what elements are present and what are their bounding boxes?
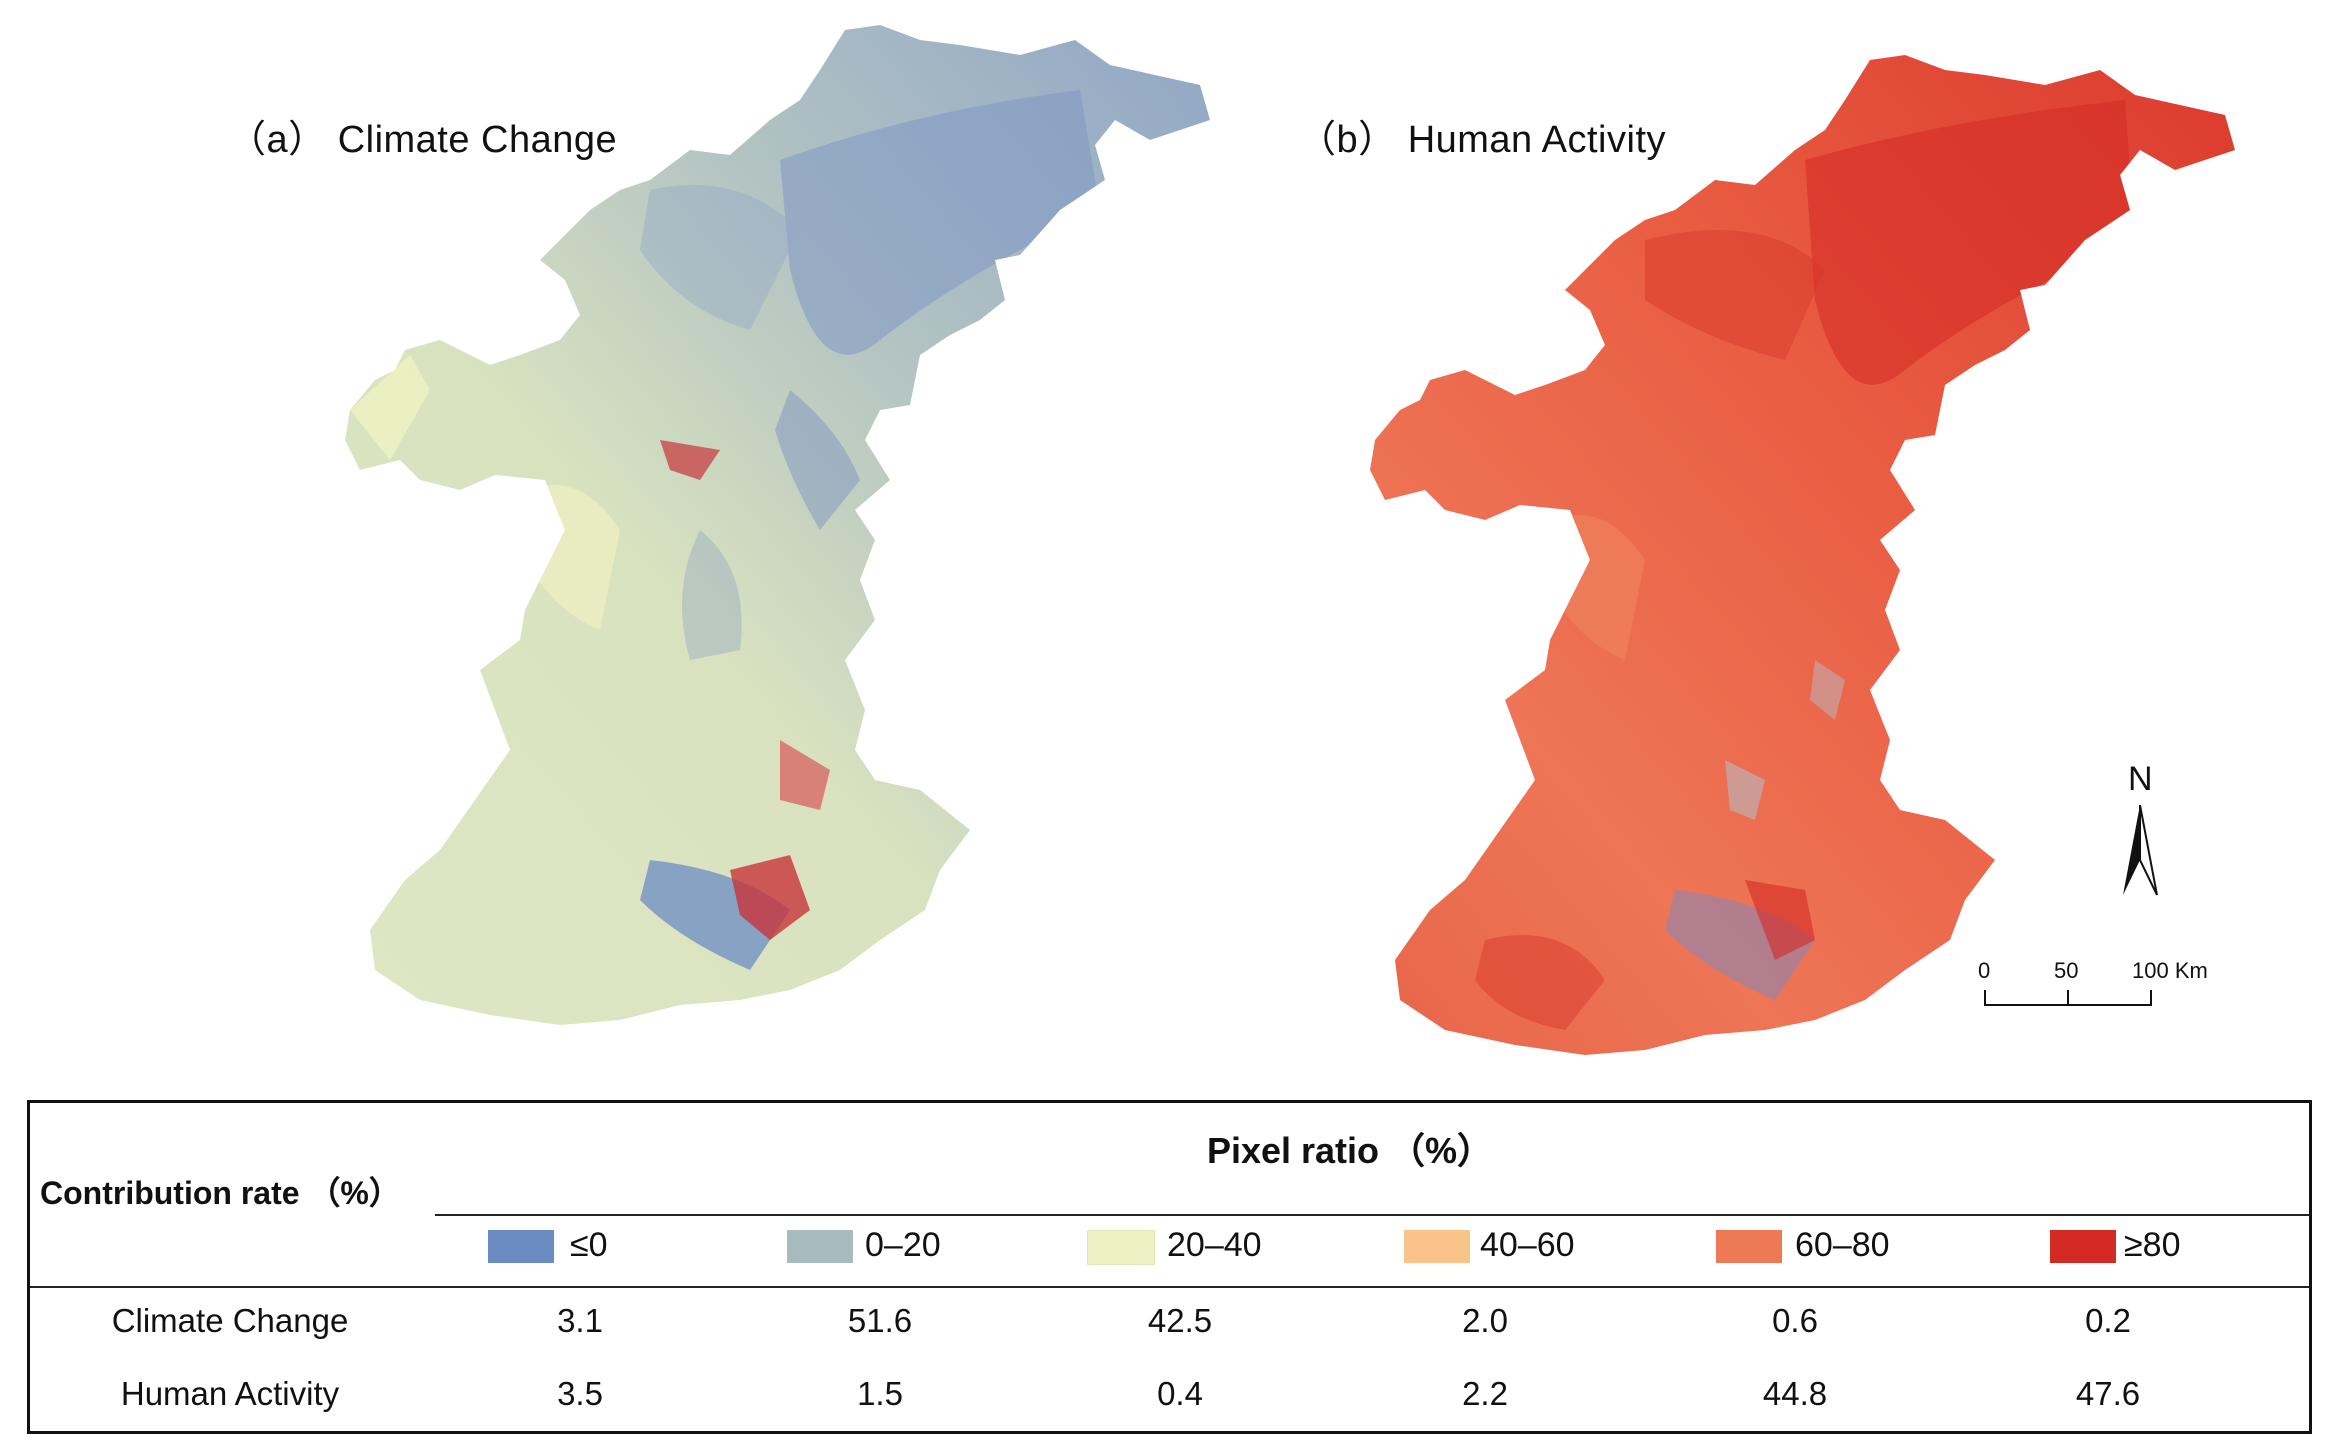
cc-value-40-60: 2.0 [1462, 1302, 1508, 1339]
legend-swatch-0-20 [787, 1230, 853, 1263]
column-header: Pixel ratio （%） [1206, 1130, 1494, 1171]
ha-value-le0: 3.5 [557, 1375, 603, 1412]
ha-value-40-60: 2.2 [1462, 1375, 1508, 1412]
panel-title-climate-change: （a） Climate Change [228, 119, 618, 161]
legend-label-0-20: 0–20 [865, 1226, 941, 1264]
legend-swatch-ge80 [2050, 1230, 2116, 1263]
ha-value-0-20: 1.5 [857, 1375, 903, 1412]
ha-value-60-80: 44.8 [1762, 1375, 1828, 1412]
north-arrow-icon [2123, 804, 2158, 896]
scale-label-0: 0 [1978, 958, 1991, 983]
human-activity-map [1370, 55, 2235, 1055]
legend-divider [30, 1286, 2309, 1288]
scale-bar [1984, 990, 2152, 1006]
cc-value-60-80: 0.6 [1772, 1302, 1818, 1339]
row-header: Contribution rate （%） [40, 1175, 401, 1211]
cc-value-0-20: 51.6 [847, 1302, 913, 1339]
legend-label-ge80: ≥80 [2124, 1226, 2181, 1264]
legend-label-40-60: 40–60 [1480, 1226, 1575, 1264]
legend-label-60-80: 60–80 [1795, 1226, 1890, 1264]
contribution-table [27, 1100, 2312, 1434]
cc-value-20-40: 42.5 [1147, 1302, 1213, 1339]
legend-label-20-40: 20–40 [1167, 1226, 1262, 1264]
legend-swatch-40-60 [1404, 1230, 1470, 1263]
ha-value-ge80: 47.6 [2075, 1375, 2141, 1412]
row-label-human-activity: Human Activity [120, 1375, 340, 1412]
climate-change-map [345, 25, 1210, 1025]
scale-label-100km: 100 Km [2132, 958, 2208, 983]
cc-value-le0: 3.1 [557, 1302, 603, 1339]
row-label-climate-change: Climate Change [111, 1302, 349, 1339]
legend-swatch-60-80 [1716, 1230, 1782, 1263]
ha-value-20-40: 0.4 [1157, 1375, 1203, 1412]
legend-swatch-le0 [488, 1230, 554, 1263]
legend-label-le0: ≤0 [570, 1226, 608, 1264]
legend-swatch-20-40 [1087, 1230, 1155, 1265]
cc-value-ge80: 0.2 [2085, 1302, 2131, 1339]
scale-label-50: 50 [2054, 958, 2079, 983]
header-divider [435, 1214, 2309, 1216]
panel-title-human-activity: （b） Human Activity [1298, 119, 1666, 161]
north-label: N [2128, 760, 2153, 798]
